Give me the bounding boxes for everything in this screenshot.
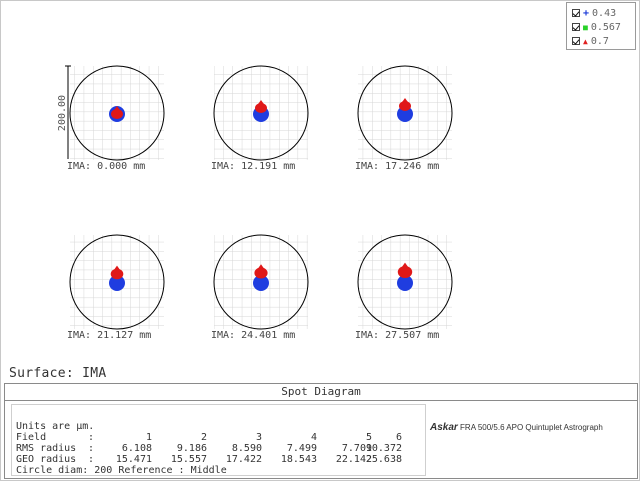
brand-name: Askar xyxy=(430,422,458,433)
row-label: RMS radius xyxy=(16,443,77,454)
table-cell: 5 xyxy=(365,432,372,443)
table-cell: 10.372 xyxy=(365,443,402,454)
surface-label: Surface: IMA xyxy=(9,366,107,381)
red-spot-tip xyxy=(256,100,266,107)
airy-circle xyxy=(357,65,453,161)
checkbox-icon[interactable] xyxy=(572,9,580,17)
legend-item[interactable]: ▲ 0.7 xyxy=(572,35,609,48)
row-colon: : xyxy=(88,432,95,443)
square-icon: ■ xyxy=(583,23,588,32)
table-cell: 3 xyxy=(255,432,262,443)
field-label: IMA: 24.401 mm xyxy=(211,330,295,341)
airy-circle xyxy=(213,234,309,330)
table-cell: 6 xyxy=(395,432,402,443)
logo: Askar FRA 500/5.6 APO Quintuplet Astrogr… xyxy=(430,422,603,433)
red-spot-tip xyxy=(400,98,410,105)
table-cell: 15.471 xyxy=(115,454,152,465)
table-cell: 18.543 xyxy=(280,454,317,465)
checkbox-icon[interactable] xyxy=(572,37,580,45)
legend-label: 0.567 xyxy=(590,22,621,33)
spot-panel: IMA: 17.246 mm xyxy=(355,65,453,172)
table-cell: 2 xyxy=(200,432,207,443)
table-cell: 8.590 xyxy=(231,443,262,454)
table-cell: 7.709 xyxy=(341,443,372,454)
legend-item[interactable]: +0.43 xyxy=(572,7,616,20)
table-cell: 25.638 xyxy=(365,454,402,465)
table-row: GEO radius : 15.471 15.557 17.422 18.543… xyxy=(16,454,416,465)
field-label: IMA: 0.000 mm xyxy=(67,161,145,172)
table-cell: 9.186 xyxy=(176,443,207,454)
row-label: GEO radius xyxy=(16,454,77,465)
table-cell: 17.422 xyxy=(225,454,262,465)
legend-label: 0.7 xyxy=(590,36,609,47)
airy-circle xyxy=(213,65,309,161)
table-cell: 22.142 xyxy=(335,454,372,465)
red-spot-tip xyxy=(255,264,267,272)
spot-panel: IMA: 12.191 mm xyxy=(211,65,309,172)
red-spot-tip xyxy=(399,262,411,271)
airy-circle xyxy=(69,234,165,330)
red-spot-tip xyxy=(112,106,122,113)
field-label: IMA: 17.246 mm xyxy=(355,161,439,172)
legend: +0.43 ■ 0.567 ▲ 0.7 xyxy=(566,2,636,50)
scale-label: 200.00 xyxy=(57,95,68,131)
info-panel: Spot Diagram Units are µm. Field : 1 2 3… xyxy=(4,383,638,479)
product-name: FRA 500/5.6 APO Quintuplet Astrograph xyxy=(460,423,603,432)
spot-panel: IMA: 21.127 mm xyxy=(67,234,165,341)
row-colon: : xyxy=(88,454,95,465)
spot-panel: IMA: 27.507 mm xyxy=(355,234,453,341)
field-label: IMA: 27.507 mm xyxy=(355,330,439,341)
blue-spot xyxy=(253,275,269,291)
table-row: Field : 1 2 3 4 5 6 xyxy=(16,432,416,443)
red-spot-tip xyxy=(111,265,123,273)
table-footer: Circle diam: 200 Reference : Middle xyxy=(16,465,227,476)
spot-panel: IMA: 24.401 mm xyxy=(211,234,309,341)
checkbox-icon[interactable] xyxy=(572,23,580,31)
blue-spot xyxy=(397,106,413,122)
table-cell: 15.557 xyxy=(170,454,207,465)
blue-spot xyxy=(109,275,125,291)
blue-spot xyxy=(397,275,413,291)
table-cell: 1 xyxy=(145,432,152,443)
units-text: Units are µm. xyxy=(16,421,95,432)
table-cell: 7.499 xyxy=(286,443,317,454)
triangle-icon: ▲ xyxy=(583,37,588,46)
spot-panel: IMA: 0.000 mm xyxy=(67,65,165,172)
table-cell: 6.108 xyxy=(121,443,152,454)
spot-diagram-plot: IMA: 0.000 mm IMA: 12.191 mm IMA: 17.246 m… xyxy=(57,65,453,341)
table-cell: 4 xyxy=(310,432,317,443)
airy-circle xyxy=(357,234,453,330)
legend-label: 0.43 xyxy=(592,8,617,19)
airy-circle xyxy=(69,65,165,161)
legend-item[interactable]: ■ 0.567 xyxy=(572,21,621,34)
field-label: IMA: 12.191 mm xyxy=(211,161,295,172)
field-label: IMA: 21.127 mm xyxy=(67,330,151,341)
data-box: Units are µm. Field : 1 2 3 4 5 6 RMS ra… xyxy=(11,404,426,476)
logo-box: Askar FRA 500/5.6 APO Quintuplet Astrogr… xyxy=(426,404,636,474)
table-row: RMS radius : 6.108 9.186 8.590 7.499 7.7… xyxy=(16,443,416,454)
row-label: Field xyxy=(16,432,47,443)
row-colon: : xyxy=(88,443,95,454)
plus-icon: + xyxy=(583,8,590,19)
panel-title: Spot Diagram xyxy=(5,384,637,401)
